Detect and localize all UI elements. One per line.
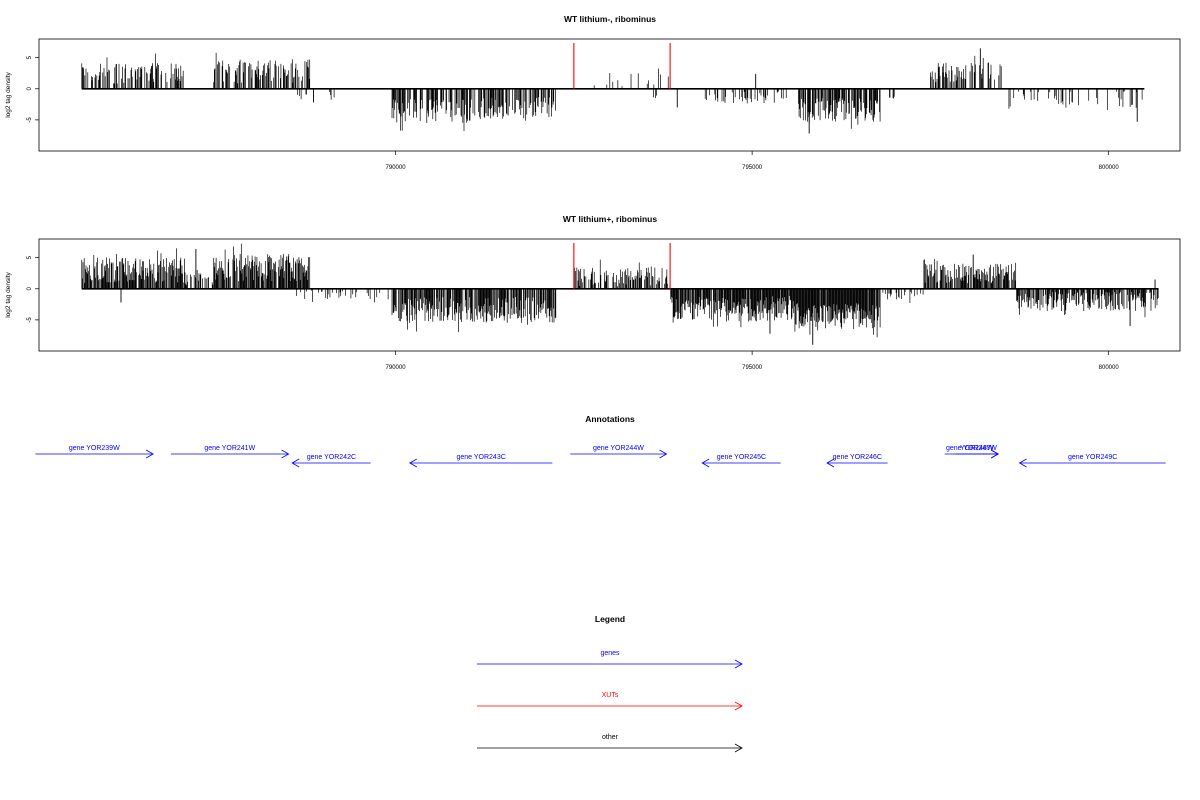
y-tick-label: 0 (27, 286, 33, 290)
gene-label: gene YOR244W (593, 445, 644, 452)
legend-label: XUTs (602, 692, 619, 699)
axes: -5 0 5 790000 795000 800000 (27, 255, 1119, 371)
gene-annotation: gene YOR244W (570, 445, 668, 459)
gene-annotation: gene YOR239W (35, 445, 154, 459)
x-tick-label: 800000 (1099, 365, 1120, 371)
arrow-head (291, 458, 300, 468)
axes: -5 0 5 790000 795000 800000 (27, 55, 1119, 171)
signal-bars (81, 43, 1145, 134)
arrow-head (281, 449, 290, 459)
gene-label: gene YOR246C (833, 454, 882, 461)
legend-items: genes XUTs other (477, 650, 743, 753)
legend-label: genes (600, 650, 620, 657)
gene-label: gene YOR241W (204, 445, 255, 452)
track-title: WT lithium-, ribominus (564, 14, 656, 24)
x-tick-label: 795000 (742, 365, 763, 371)
y-tick-label: -5 (27, 317, 33, 323)
legend-item: other (477, 734, 743, 753)
gene-label: gene YOR249C (1068, 454, 1117, 461)
gene-annotation: YOR248W (955, 445, 999, 459)
gene-label: gene YOR242C (307, 454, 356, 461)
legend-panel: Legend genes XUTs other (477, 614, 743, 753)
y-tick-label: 5 (27, 255, 33, 259)
annotations-panel: Annotations gene YOR239W gene YOR241Wgene… (35, 414, 1166, 468)
arrow-head (145, 449, 154, 459)
arrow-head (734, 743, 743, 753)
y-axis-label: log2 tag density (5, 271, 12, 317)
arrow-head (1018, 458, 1027, 468)
gene-annotation: gene YOR246C (826, 454, 888, 468)
annotations-title: Annotations (585, 414, 635, 424)
legend-item: genes (477, 650, 743, 669)
gene-label: gene YOR247W (946, 445, 997, 452)
arrow-head (409, 458, 418, 468)
y-tick-label: 5 (27, 55, 33, 59)
signal-bars (81, 243, 1159, 345)
y-axis-label: log2 tag density (5, 71, 12, 117)
gene-annotation: gene YOR242C (291, 454, 371, 468)
track-title: WT lithium+, ribominus (563, 214, 657, 224)
plot-frame (38, 238, 1181, 352)
gene-label: gene YOR243C (456, 454, 505, 461)
track-panel-lithium-minus: WT lithium-, ribominus log2 tag density … (5, 14, 1181, 171)
y-tick-label: -5 (27, 117, 33, 123)
y-tick-label: 0 (27, 86, 33, 90)
plot-frame (38, 38, 1181, 152)
track-panel-lithium-plus: WT lithium+, ribominus log2 tag density … (5, 214, 1181, 371)
legend-item: XUTs (477, 692, 743, 711)
legend-title: Legend (595, 614, 625, 624)
gene-label: gene YOR239W (69, 445, 120, 452)
gene-annotation: gene YOR241W (170, 445, 290, 459)
x-tick-label: 795000 (742, 165, 763, 171)
arrow-head (734, 701, 743, 711)
x-tick-label: 800000 (1099, 165, 1120, 171)
arrow-head (701, 458, 710, 468)
gene-annotation: gene YOR243C (409, 454, 553, 468)
gene-label: gene YOR245C (717, 454, 766, 461)
x-tick-label: 790000 (386, 165, 407, 171)
arrow-head (734, 659, 743, 669)
arrow-head (826, 458, 835, 468)
gene-arrows: gene YOR239W gene YOR241W gene YOR242C gene… (35, 445, 1166, 468)
arrow-head (659, 449, 668, 459)
arrow-head (990, 449, 999, 459)
gene-annotation: gene YOR249C (1018, 454, 1166, 468)
gene-annotation: gene YOR245C (701, 454, 781, 468)
gene-label: YOR248W (960, 445, 994, 452)
legend-label: other (602, 734, 619, 741)
x-tick-label: 790000 (386, 365, 407, 371)
